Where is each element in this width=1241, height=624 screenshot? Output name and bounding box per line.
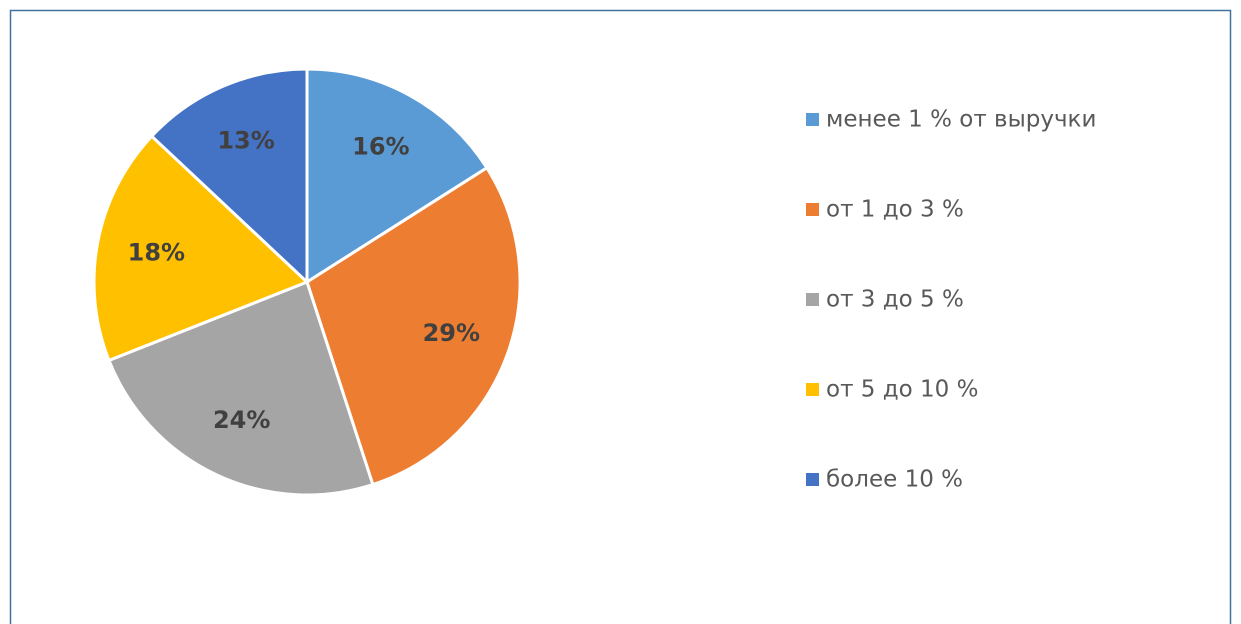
legend-label: от 3 до 5 % xyxy=(826,287,964,313)
legend-label: более 10 % xyxy=(826,467,963,493)
legend-label: от 1 до 3 % xyxy=(826,197,964,223)
pie-slice xyxy=(92,134,310,363)
legend-marker xyxy=(806,203,819,216)
legend-label: от 5 до 10 % xyxy=(826,377,978,403)
value-label: 18% xyxy=(128,238,185,266)
pie-slice xyxy=(149,67,309,286)
pie-slice xyxy=(305,67,489,285)
value-label: 24% xyxy=(213,406,270,434)
legend-marker xyxy=(806,383,819,396)
legend-marker xyxy=(806,113,819,126)
value-label: 16% xyxy=(352,133,409,161)
legend-label: менее 1 % от выручки xyxy=(826,107,1096,133)
pie-slice xyxy=(305,165,522,487)
value-label: 13% xyxy=(217,126,274,154)
legend-marker xyxy=(806,293,819,306)
value-label: 29% xyxy=(423,319,480,347)
legend-marker xyxy=(806,473,819,486)
